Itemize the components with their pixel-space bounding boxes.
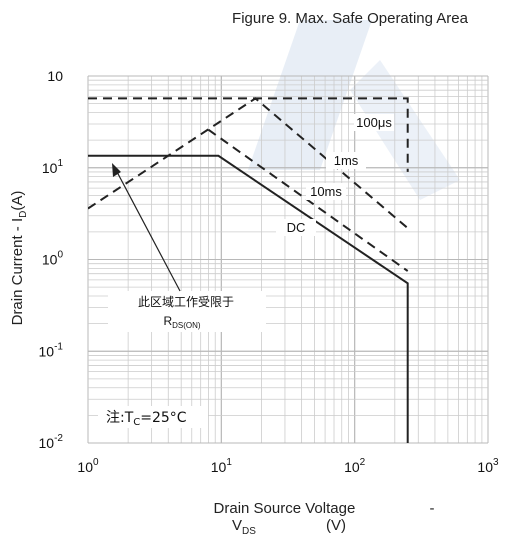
limit-label-bg (108, 291, 266, 332)
x-tick-label: 103 (477, 457, 499, 475)
y-axis-label: Drain Current - ID(A) (9, 190, 29, 326)
series-label: DC (287, 220, 306, 235)
chart-title: Figure 9. Max. Safe Operating Area (232, 10, 468, 27)
limit-label-rdson: RDS(ON) (163, 314, 200, 330)
series-label-bg (354, 114, 394, 131)
y-tick-label: 10-1 (39, 341, 64, 359)
x-tick-label: 101 (211, 457, 233, 475)
series-100s-line (88, 97, 409, 172)
series-label: 100μs (356, 115, 392, 130)
x-tick-label: 102 (344, 457, 366, 475)
series-10ms-line (207, 128, 409, 272)
series-label-bg (276, 219, 316, 236)
y-tick-label: 101 (42, 158, 64, 176)
series-1ms-line (88, 97, 409, 229)
series-label-bg (326, 152, 366, 169)
grid (87, 75, 489, 444)
note-bg (98, 406, 208, 428)
y-tick-label: 10 (47, 68, 63, 84)
limit-label-line1: 此区域工作受限于 (138, 295, 234, 309)
y-tick-label: 100 (42, 250, 64, 268)
x-axis-label: Drain Source Voltage - VDS (V) (213, 500, 435, 537)
series-label: 1ms (334, 153, 359, 168)
series-label-bg (306, 183, 346, 200)
temperature-note: 注:TC=25°C (106, 410, 187, 428)
annotations: 100μs 1ms 10ms DC 此区域工作受限于 RDS(ON) 注:TC=25°C (98, 114, 394, 428)
x-tick-label: 100 (77, 457, 99, 475)
arrow-head-icon (112, 163, 121, 177)
series-label: 10ms (310, 184, 342, 199)
tick-labels: 100 101 102 103 10-2 10-1 100 101 10 (39, 68, 499, 475)
limit-arrow-line (115, 169, 181, 292)
y-tick-label: 10-2 (39, 433, 64, 451)
series-group (88, 97, 409, 443)
